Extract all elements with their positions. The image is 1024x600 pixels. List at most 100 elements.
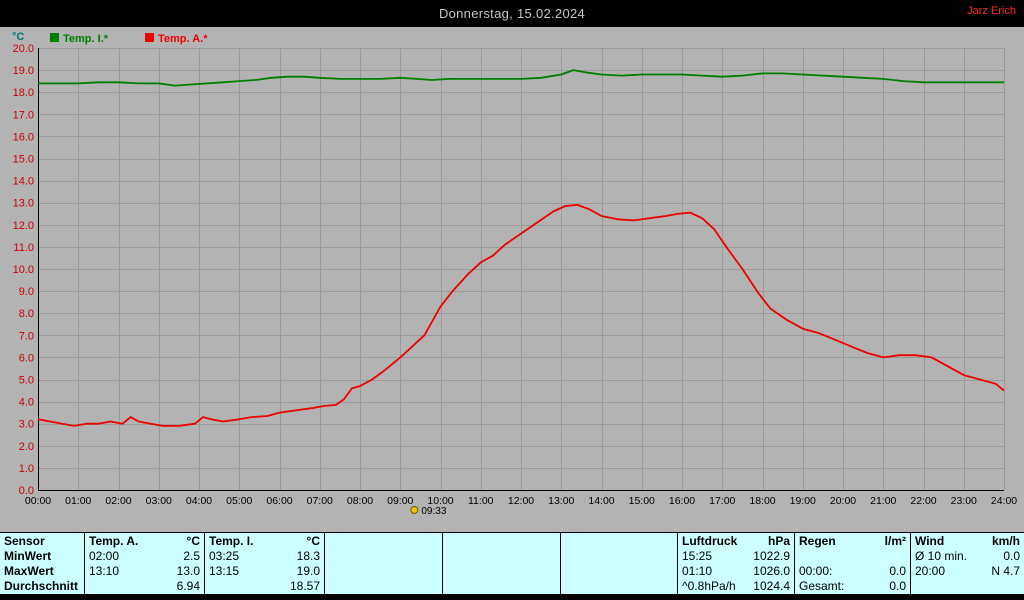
stats-value-cell: 00:00: 0.0	[795, 564, 911, 579]
gridlines	[38, 48, 1005, 491]
legend-label-0: Temp. I.*	[63, 33, 109, 45]
x-axis-labels: 00:00 01:00 02:00 03:00 04:00 05:00 06:00 07:00…	[25, 495, 1017, 507]
svg-text:16.0: 16.0	[13, 131, 34, 143]
stats-value-cell	[443, 564, 561, 579]
svg-text:19:00: 19:00	[790, 495, 816, 507]
svg-text:12:00: 12:00	[508, 495, 534, 507]
stats-value-cell	[561, 549, 678, 564]
svg-text:09:00: 09:00	[387, 495, 413, 507]
svg-text:6.0: 6.0	[19, 352, 34, 364]
svg-text:1.0: 1.0	[19, 463, 34, 475]
stats-value-cell	[911, 579, 1024, 594]
svg-text:17:00: 17:00	[709, 495, 735, 507]
stats-value-cell: 20:00 N 4.7	[915, 564, 1020, 578]
stats-value-cell	[325, 579, 443, 594]
stats-value-cell	[325, 549, 443, 564]
svg-text:18.0: 18.0	[13, 87, 34, 99]
sun-icon	[410, 506, 419, 514]
svg-text:19.0: 19.0	[13, 65, 34, 77]
stats-value-cell: 6.94	[85, 579, 205, 594]
svg-text:13:00: 13:00	[548, 495, 574, 507]
stats-value-cell: 13:10 13.0	[85, 564, 205, 579]
stats-corner-label: Sensor	[0, 533, 85, 549]
legend-label-1: Temp. A.*	[158, 33, 208, 45]
svg-text:00:00: 00:00	[25, 495, 51, 507]
svg-text:08:00: 08:00	[347, 495, 373, 507]
svg-text:15.0: 15.0	[13, 154, 34, 166]
stats-value-cell	[443, 549, 561, 564]
stats-header-cell: Temp. I. °C	[205, 533, 325, 549]
svg-text:14:00: 14:00	[588, 495, 614, 507]
stats-value-cell	[561, 564, 678, 579]
svg-text:24:00: 24:00	[991, 495, 1017, 507]
svg-text:20.0: 20.0	[13, 43, 34, 55]
svg-text:15:00: 15:00	[629, 495, 655, 507]
svg-text:01:00: 01:00	[65, 495, 91, 507]
svg-text:2.0: 2.0	[19, 441, 34, 453]
svg-text:18:00: 18:00	[749, 495, 775, 507]
series-line-1	[37, 203, 1005, 427]
svg-text:8.0: 8.0	[19, 308, 34, 320]
stats-header-cell	[325, 533, 443, 549]
svg-text:20:00: 20:00	[830, 495, 856, 507]
svg-text:0.0: 0.0	[19, 485, 34, 497]
stats-header-cell	[443, 533, 561, 549]
svg-text:05:00: 05:00	[226, 495, 252, 507]
stats-value-cell	[795, 549, 911, 564]
svg-text:11.0: 11.0	[13, 242, 34, 254]
stats-header-cell: Temp. A. °C	[85, 533, 205, 549]
svg-text:10.0: 10.0	[13, 264, 34, 276]
svg-text:11:00: 11:00	[468, 495, 494, 507]
stats-table: Sensor Temp. A. °C Temp. I. °C Luftdruck hPa Re…	[0, 532, 1024, 594]
temperature-chart: 0.0 1.0 2.0 3.0 4.0 5.0 6.0 7.0 8.0 9.0 10.0 11.0 12…	[12, 31, 1017, 517]
series-line-0	[38, 69, 1004, 87]
chart-region: 0.0 1.0 2.0 3.0 4.0 5.0 6.0 7.0 8.0 9.0 10.0 11.0 12…	[0, 27, 1024, 532]
svg-text:7.0: 7.0	[19, 330, 34, 342]
svg-text:04:00: 04:00	[186, 495, 212, 507]
svg-text:03:00: 03:00	[146, 495, 172, 507]
stats-row-label: Durchschnitt	[0, 579, 85, 594]
stats-value-cell: ^0.8hPa/h 1024.4	[678, 579, 795, 594]
page-title: Donnerstag, 15.02.2024	[438, 6, 586, 21]
y-axis-labels: 0.0 1.0 2.0 3.0 4.0 5.0 6.0 7.0 8.0 9.0 10.0 11.0 12…	[13, 43, 34, 497]
svg-text:13.0: 13.0	[13, 198, 34, 210]
stats-value-cell: 15:25 1022.9	[678, 549, 795, 564]
axis-lines	[38, 48, 1004, 491]
stats-value-cell: 03:25 18.3	[205, 549, 325, 564]
stats-row-label: MinWert	[0, 549, 85, 564]
svg-text:22:00: 22:00	[910, 495, 936, 507]
stats-value-cell: 13:15 19.0	[205, 564, 325, 579]
svg-text:12.0: 12.0	[13, 220, 34, 232]
y-axis-unit: °C	[12, 31, 24, 43]
stats-header-cell: Regen l/m²	[795, 533, 911, 549]
stats-value-cell: 18.57	[205, 579, 325, 594]
stats-value-cell: 01:10 1026.0	[678, 564, 795, 579]
bottom-strip	[0, 594, 1024, 600]
station-name: Jarz Erich	[967, 5, 1016, 17]
stats-value-cell: 02:00 2.5	[85, 549, 205, 564]
stats-value-cell: Gesamt: 0.0	[795, 579, 911, 594]
titlebar: Donnerstag, 15.02.2024 Jarz Erich	[0, 0, 1024, 27]
legend-swatch-0	[50, 33, 59, 42]
svg-text:9.0: 9.0	[19, 286, 34, 298]
svg-text:07:00: 07:00	[307, 495, 333, 507]
chart-legend: Temp. I.* Temp. A.*	[50, 33, 208, 45]
svg-text:21:00: 21:00	[870, 495, 896, 507]
sunrise-marker: 09:33	[410, 506, 447, 517]
stats-row-label: MaxWert	[0, 564, 85, 579]
stats-value-cell	[561, 579, 678, 594]
svg-text:3.0: 3.0	[19, 419, 34, 431]
stats-value-cell	[325, 564, 443, 579]
svg-text:16:00: 16:00	[669, 495, 695, 507]
svg-text:14.0: 14.0	[13, 176, 34, 188]
stats-header-cell: Wind km/h	[915, 533, 1020, 548]
legend-swatch-1	[145, 33, 154, 42]
svg-text:17.0: 17.0	[13, 109, 34, 121]
svg-text:06:00: 06:00	[266, 495, 292, 507]
stats-value-cell	[443, 579, 561, 594]
svg-text:23:00: 23:00	[951, 495, 977, 507]
svg-text:02:00: 02:00	[105, 495, 131, 507]
stats-header-cell: Luftdruck hPa	[678, 533, 795, 549]
svg-text:4.0: 4.0	[19, 397, 34, 409]
stats-value-cell: Ø 10 min. 0.0	[915, 549, 1020, 563]
